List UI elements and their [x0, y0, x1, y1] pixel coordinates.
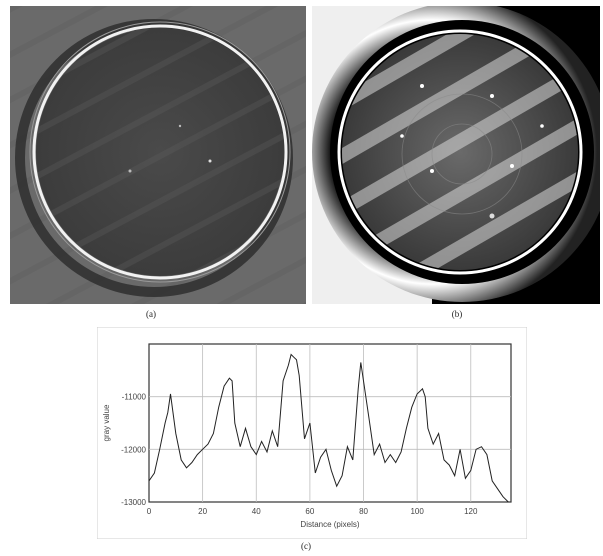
- plot-area: [148, 343, 512, 503]
- profile-series-line: [148, 353, 509, 503]
- x-tick-label: 0: [147, 507, 152, 516]
- x-tick-label: 100: [410, 507, 424, 516]
- profile-plot-svg: 0 20 40 60 80 100 120 -11000 -12000 -13000 Distan…: [96, 326, 528, 540]
- profile-plot: 0 20 40 60 80 100 120 -11000 -12000 -13000 Distan…: [96, 326, 528, 540]
- y-tick-label: -12000: [121, 445, 146, 454]
- panel-b-image: [312, 2, 603, 304]
- y-tick-label: -11000: [122, 393, 147, 402]
- x-tick-label: 60: [305, 507, 314, 516]
- image-panel-a: [10, 6, 306, 304]
- panel-a-image: [10, 6, 306, 304]
- x-axis-label: Distance (pixels): [300, 520, 359, 529]
- caption-b: (b): [451, 309, 463, 319]
- x-tick-label: 80: [359, 507, 368, 516]
- y-axis-label: gray value: [102, 404, 111, 441]
- image-panel-b: [312, 2, 603, 304]
- y-tick-label: -13000: [121, 498, 146, 507]
- x-tick-label: 40: [252, 507, 261, 516]
- caption-c: (c): [301, 541, 311, 551]
- caption-a: (a): [146, 309, 156, 319]
- x-tick-label: 120: [464, 507, 478, 516]
- x-tick-label: 20: [198, 507, 207, 516]
